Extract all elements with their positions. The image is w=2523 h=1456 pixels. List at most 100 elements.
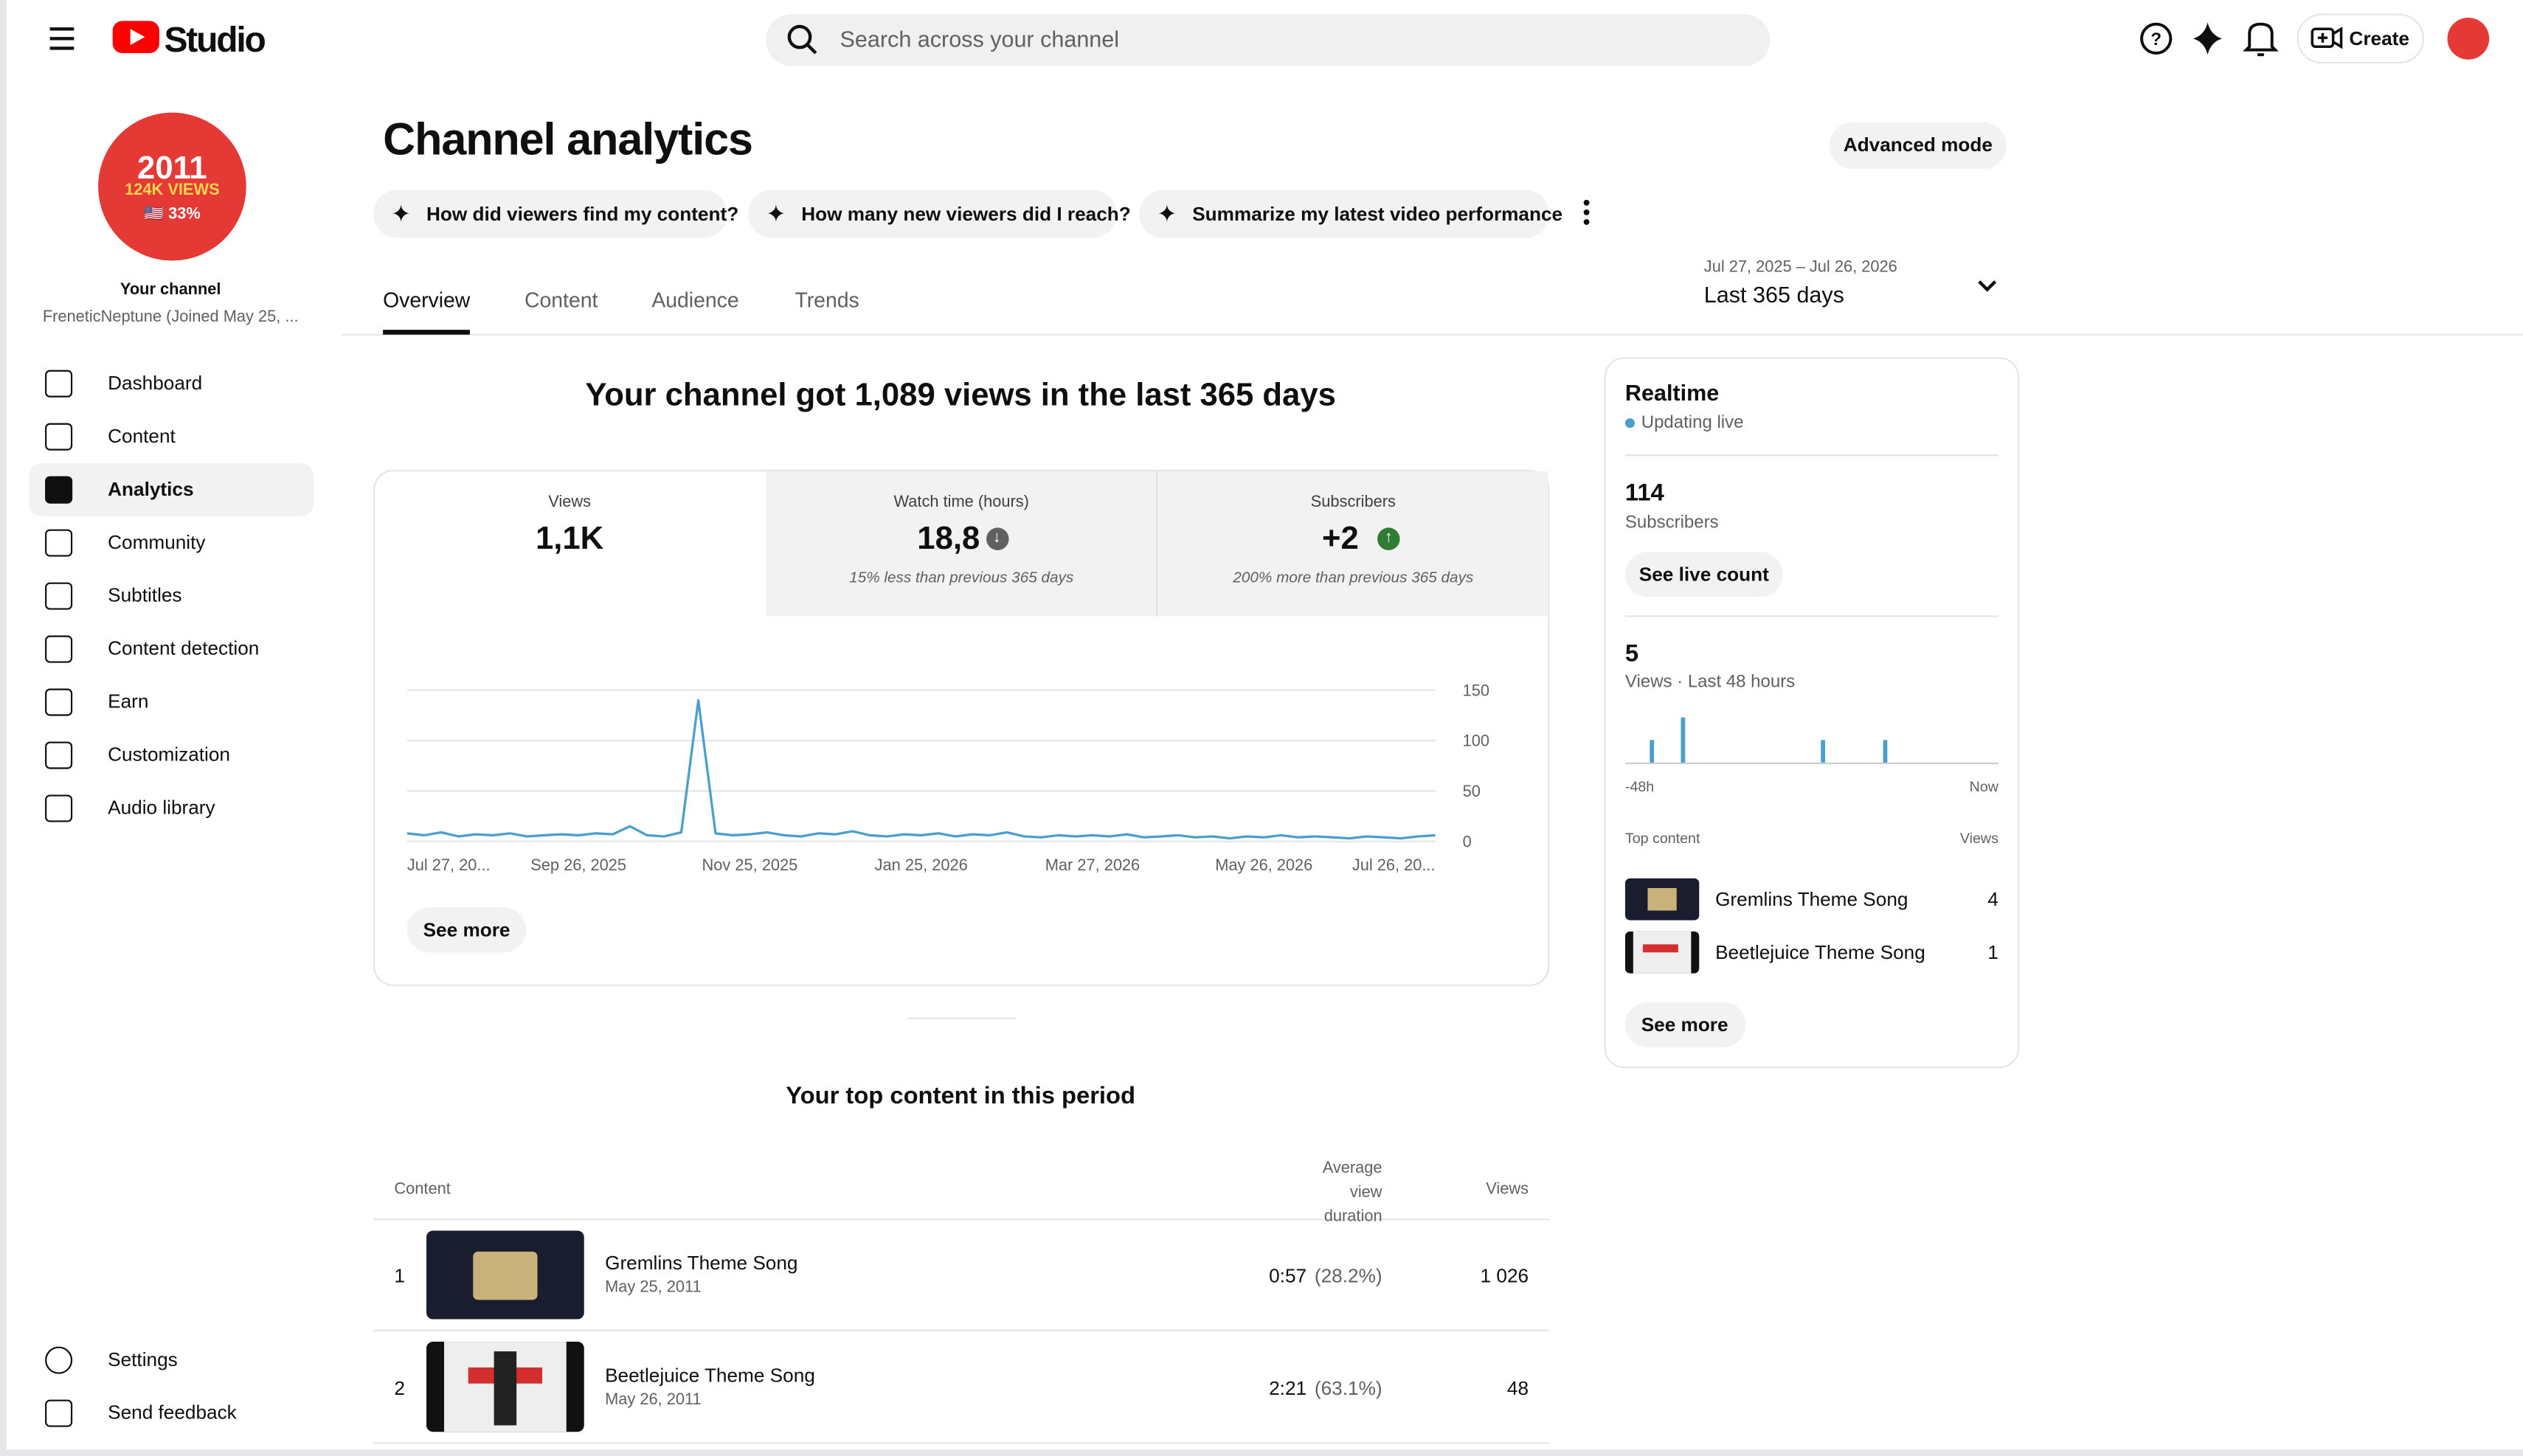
line xyxy=(406,698,1436,840)
metric-label[interactable]: Subscribers xyxy=(1310,493,1396,512)
nav-item[interactable]: Content xyxy=(108,424,176,448)
ai-icon[interactable] xyxy=(2193,22,2223,55)
views: 1 xyxy=(1987,940,1998,964)
live-count-button[interactable] xyxy=(1624,552,1783,597)
search-placeholder: Search across your channel xyxy=(840,25,1120,52)
video-date: May 26, 2011 xyxy=(605,1391,702,1410)
nav-icon xyxy=(45,688,73,716)
nav-item[interactable]: Community xyxy=(108,530,206,554)
see-more-label[interactable]: See more xyxy=(1641,1013,1728,1036)
tab-underline xyxy=(383,330,470,335)
nav-item[interactable]: Subtitles xyxy=(108,583,182,607)
nav-item[interactable]: Earn xyxy=(108,690,149,713)
avatar-text: 124K VIEWS xyxy=(125,181,220,200)
bell-icon[interactable] xyxy=(2243,22,2279,57)
date-range[interactable]: Jul 27, 2025 – Jul 26, 2026 xyxy=(1703,259,1897,277)
prompt-chip[interactable] xyxy=(748,190,1117,238)
nav-item[interactable]: Dashboard xyxy=(108,371,203,395)
x-tick-label: -48h xyxy=(1625,779,1654,795)
nav-item[interactable]: Audio library xyxy=(108,796,215,819)
menu-icon[interactable] xyxy=(49,27,75,50)
top-content-label: Top content xyxy=(1624,830,1700,847)
metric-value[interactable]: 1,1K xyxy=(536,521,604,557)
search-box[interactable] xyxy=(766,14,1771,66)
bar xyxy=(1681,717,1686,763)
metric-label[interactable]: Watch time (hours) xyxy=(893,493,1029,512)
see-more-button[interactable] xyxy=(406,907,527,953)
prompt-chip[interactable] xyxy=(1139,190,1550,238)
thumbnail xyxy=(426,1342,584,1432)
duration-percent: (28.2%) xyxy=(1314,1264,1382,1287)
tab[interactable]: Overview xyxy=(383,288,471,313)
nav-icon xyxy=(45,1346,73,1374)
svg-text:?: ? xyxy=(2150,30,2162,49)
views-column: Views xyxy=(1959,830,1998,847)
x-tick-label: Mar 27, 2026 xyxy=(1045,856,1140,874)
channel-avatar[interactable] xyxy=(98,112,246,261)
account-avatar[interactable] xyxy=(2447,17,2490,60)
x-tick-label: Jan 25, 2026 xyxy=(875,856,968,874)
video-title[interactable]: Gremlins Theme Song xyxy=(605,1251,798,1275)
avatar-text: 🇺🇸 33% xyxy=(143,206,201,224)
create-label[interactable]: Create xyxy=(2349,27,2409,50)
nav-item[interactable]: Customization xyxy=(108,743,230,766)
views: 4 xyxy=(1987,887,1998,911)
prompt-chip[interactable] xyxy=(373,190,727,238)
video-date: May 25, 2011 xyxy=(605,1278,702,1297)
y-tick-label: 0 xyxy=(1463,832,1472,850)
nav-icon xyxy=(45,423,73,451)
metric-label[interactable]: Views xyxy=(548,493,592,512)
sparkle-icon: ✦ xyxy=(391,201,412,229)
metric-note: 200% more than previous 365 days xyxy=(1233,569,1474,588)
prompt-label[interactable]: How did viewers find my content? xyxy=(426,202,739,226)
prompt-label[interactable]: How many new viewers did I reach? xyxy=(801,202,1131,226)
duration-percent: (63.1%) xyxy=(1314,1377,1382,1400)
live-dot xyxy=(1624,418,1636,429)
nav-item[interactable]: Send feedback xyxy=(108,1401,237,1424)
metric-note: 15% less than previous 365 days xyxy=(849,569,1074,588)
tab[interactable]: Audience xyxy=(651,288,739,313)
channel-label: Your channel xyxy=(120,281,221,299)
video-title[interactable]: Gremlins Theme Song xyxy=(1715,887,1908,911)
more-icon[interactable] xyxy=(1583,199,1590,225)
duration: 2:21 xyxy=(1269,1377,1307,1400)
thumbnail xyxy=(1624,931,1700,974)
nav-icon xyxy=(45,794,73,822)
avatar-text: 2011 xyxy=(137,151,207,187)
metric-value[interactable]: 18,8 xyxy=(917,521,980,557)
x-tick-label: May 26, 2026 xyxy=(1215,856,1312,874)
duration: 0:57 xyxy=(1269,1264,1307,1287)
advanced-mode-label[interactable]: Advanced mode xyxy=(1843,134,1993,156)
thumbnail xyxy=(426,1230,584,1320)
nav-active-bg xyxy=(29,463,314,517)
y-tick-label: 100 xyxy=(1463,732,1489,750)
nav-icon xyxy=(45,741,73,769)
nav-item[interactable]: Analytics xyxy=(108,477,194,501)
video-title[interactable]: Beetlejuice Theme Song xyxy=(605,1364,815,1387)
create-button[interactable] xyxy=(2297,13,2424,64)
view-count: 5 xyxy=(1624,640,1639,668)
live-count-label[interactable]: See live count xyxy=(1638,563,1769,586)
column-header: Views xyxy=(1486,1180,1529,1199)
tab[interactable]: Trends xyxy=(795,288,859,313)
section-title: Your top content in this period xyxy=(786,1082,1136,1110)
metric-value[interactable]: +2 xyxy=(1321,521,1359,557)
nav-item[interactable]: Settings xyxy=(108,1348,178,1371)
see-more-label[interactable]: See more xyxy=(423,918,511,941)
trend-icon: ↓ xyxy=(985,527,1008,550)
prompt-label[interactable]: Summarize my latest video performance xyxy=(1192,202,1563,226)
bar xyxy=(1650,740,1655,763)
views: 1 026 xyxy=(1480,1264,1529,1287)
x-tick-label: Jul 27, 20... xyxy=(407,856,491,874)
tab[interactable]: Content xyxy=(525,288,598,313)
date-chevron[interactable] xyxy=(1978,280,1997,292)
nav-item[interactable]: Content detection xyxy=(108,637,260,660)
help-icon[interactable]: ? xyxy=(2140,22,2173,55)
period[interactable]: Last 365 days xyxy=(1703,281,1844,308)
see-more-button[interactable] xyxy=(1624,1002,1746,1047)
advanced-mode-button[interactable] xyxy=(1829,122,2007,170)
subscriber-label: Subscribers xyxy=(1624,513,1719,533)
video-title[interactable]: Beetlejuice Theme Song xyxy=(1715,940,1925,964)
